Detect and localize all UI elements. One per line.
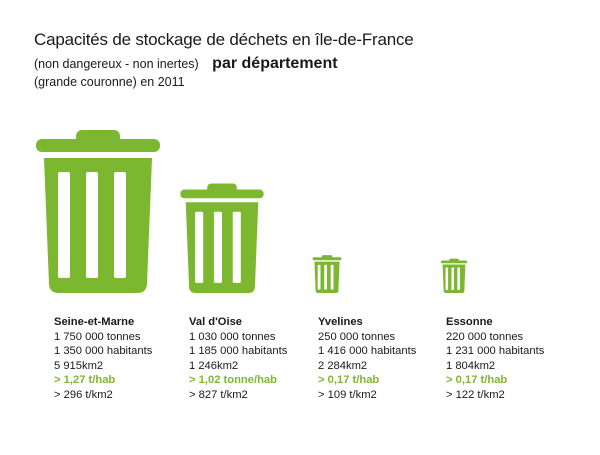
department-ratio-hab: > 0,17 t/hab bbox=[318, 374, 380, 387]
chart-title: Capacités de stockage de déchets en île-… bbox=[34, 30, 414, 49]
department-tonnes: 1 750 000 tonnes bbox=[54, 330, 141, 343]
department-block-essonne: Essonne 220 000 tonnes 1 231 000 habitan… bbox=[446, 315, 544, 403]
department-habitants: 1 350 000 habitants bbox=[54, 345, 153, 358]
department-ratio-km2: > 109 t/km2 bbox=[318, 388, 377, 401]
trash-bin-icon bbox=[36, 130, 160, 293]
department-tonnes: 1 030 000 tonnes bbox=[189, 330, 276, 343]
department-name: Yvelines bbox=[318, 316, 363, 328]
department-habitants: 1 416 000 habitants bbox=[318, 345, 417, 358]
subtitle-scope: (non dangereux - non inertes) bbox=[34, 57, 199, 71]
trash-bin-icon bbox=[440, 258, 468, 293]
pictogram-area bbox=[36, 130, 468, 293]
department-surface: 2 284km2 bbox=[318, 359, 368, 372]
chart-subtitle-year: (grande couronne) en 2011 bbox=[34, 75, 185, 89]
department-ratio-hab: > 1,02 tonne/hab bbox=[189, 374, 277, 387]
department-ratio-hab: > 0,17 t/hab bbox=[446, 374, 508, 387]
department-tonnes: 250 000 tonnes bbox=[318, 330, 396, 343]
department-name: Essonne bbox=[446, 316, 493, 328]
department-block-val-d-oise: Val d'Oise 1 030 000 tonnes 1 185 000 ha… bbox=[189, 315, 287, 403]
department-name: Val d'Oise bbox=[189, 316, 243, 328]
department-block-yvelines: Yvelines 250 000 tonnes 1 416 000 habita… bbox=[318, 315, 416, 403]
department-habitants: 1 185 000 habitants bbox=[189, 345, 288, 358]
trash-bin-icon bbox=[180, 183, 264, 293]
department-name: Seine-et-Marne bbox=[54, 316, 135, 328]
department-ratio-hab: > 1,27 t/hab bbox=[54, 374, 116, 387]
department-block-seine-et-marne: Seine-et-Marne 1 750 000 tonnes 1 350 00… bbox=[54, 315, 152, 403]
department-ratio-km2: > 296 t/km2 bbox=[54, 388, 113, 401]
chart-subtitle: (non dangereux - non inertes) par départ… bbox=[34, 55, 338, 73]
department-ratio-km2: > 827 t/km2 bbox=[189, 388, 248, 401]
department-tonnes: 220 000 tonnes bbox=[446, 330, 524, 343]
department-surface: 1 804km2 bbox=[446, 359, 496, 372]
department-ratio-km2: > 122 t/km2 bbox=[446, 388, 505, 401]
department-surface: 1 246km2 bbox=[189, 359, 239, 372]
trash-bin-icon bbox=[312, 255, 342, 293]
department-surface: 5 915km2 bbox=[54, 359, 104, 372]
department-habitants: 1 231 000 habitants bbox=[446, 345, 545, 358]
subtitle-emphasis: par département bbox=[212, 55, 338, 72]
